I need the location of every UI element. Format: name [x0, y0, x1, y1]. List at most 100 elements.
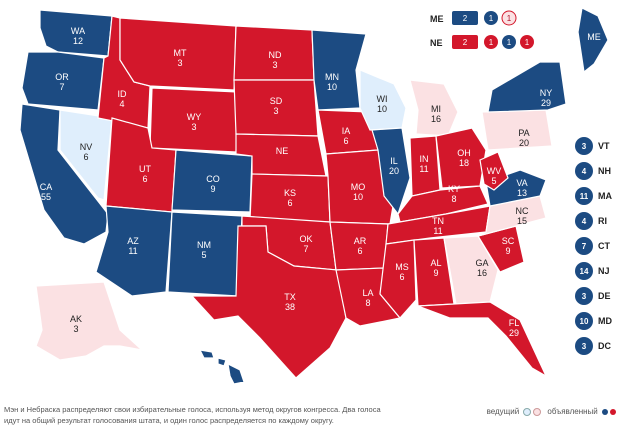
state-ev-ms: 6 [399, 272, 404, 282]
state-ev-ar: 6 [357, 246, 362, 256]
district-chip-text-ne-1: 1 [489, 38, 494, 47]
state-ev-ks: 6 [287, 198, 292, 208]
state-tx[interactable] [190, 225, 347, 379]
east-state-abbr-vt: VT [598, 141, 610, 151]
legend: ведущий объявленный [487, 407, 616, 416]
state-ak[interactable] [35, 281, 144, 361]
east-state-abbr-ma: MA [598, 191, 612, 201]
east-state-abbr-nj: NJ [598, 266, 610, 276]
state-abbr-ny: NY [540, 88, 553, 98]
state-abbr-in: IN [420, 154, 429, 164]
legend-dot-lean-dem [523, 407, 532, 416]
district-chip-text-ne-2: 1 [507, 38, 512, 47]
state-mn[interactable] [311, 29, 367, 111]
state-abbr-me: ME [587, 32, 601, 42]
states-layer [19, 7, 609, 385]
east-state-ev-ri: 4 [582, 217, 587, 226]
state-ga[interactable] [443, 235, 499, 305]
east-states-panel: 3 VT 4 NH 11 MA 4 RI 7 CT 14 NJ 3 DE 10 MD 3 DC [575, 137, 612, 355]
state-ev-in: 11 [419, 164, 428, 174]
state-ev-nv: 6 [83, 152, 88, 162]
state-ev-tn: 11 [433, 226, 442, 236]
east-state-abbr-de: DE [598, 291, 611, 301]
state-abbr-id: ID [118, 89, 128, 99]
state-abbr-mo: MO [351, 182, 366, 192]
east-state-ev-vt: 3 [582, 142, 587, 151]
state-abbr-wy: WY [187, 112, 202, 122]
east-state-abbr-ct: CT [598, 241, 610, 251]
district-chip-text-me-0: 2 [463, 14, 468, 23]
state-ev-wv: 5 [491, 176, 496, 186]
state-abbr-nd: ND [269, 50, 282, 60]
district-chip-text-ne-3: 1 [525, 38, 530, 47]
state-abbr-nv: NV [80, 142, 93, 152]
state-ev-al: 9 [433, 268, 438, 278]
state-ev-sc: 9 [505, 246, 510, 256]
east-state-abbr-nh: NH [598, 166, 611, 176]
state-abbr-or: OR [55, 72, 69, 82]
state-abbr-oh: OH [457, 148, 471, 158]
state-ev-tx: 38 [285, 302, 295, 312]
east-state-dot-ct[interactable] [575, 237, 593, 255]
east-state-ev-nj: 14 [580, 267, 589, 276]
district-chip-ne-1 [484, 35, 498, 49]
state-abbr-tn: TN [432, 216, 444, 226]
district-chip-ne-0 [452, 35, 478, 49]
state-abbr-az: AZ [127, 236, 139, 246]
state-or[interactable] [21, 51, 105, 111]
state-ca[interactable] [19, 103, 109, 245]
state-pa[interactable] [481, 109, 553, 151]
state-abbr-wv: WV [487, 166, 502, 176]
district-chip-me-1 [484, 11, 498, 25]
district-chip-text-me-2: 1 [507, 14, 512, 23]
east-state-ev-dc: 3 [582, 342, 587, 351]
state-ev-pa: 20 [519, 138, 529, 148]
state-fl[interactable] [417, 301, 548, 378]
state-ev-hi: 4 [211, 372, 216, 382]
state-abbr-ky: KY [448, 184, 460, 194]
east-state-dot-ri[interactable] [575, 212, 593, 230]
state-hi[interactable] [198, 349, 245, 385]
east-state-dot-vt[interactable] [575, 137, 593, 155]
state-ev-ia: 6 [343, 136, 348, 146]
east-state-dot-de[interactable] [575, 287, 593, 305]
district-chip-text-me-1: 1 [489, 14, 494, 23]
state-abbr-ia: IA [342, 126, 351, 136]
state-ms[interactable] [379, 239, 417, 319]
state-ny[interactable] [487, 61, 567, 113]
state-abbr-la: LA [362, 288, 373, 298]
state-ev-az: 11 [128, 246, 137, 256]
state-ev-va: 13 [517, 188, 527, 198]
state-abbr-sd: SD [270, 96, 283, 106]
state-ev-co: 9 [210, 184, 215, 194]
state-abbr-wa: WA [71, 26, 85, 36]
state-ev-wa: 12 [73, 36, 83, 46]
state-ev-fl: 29 [509, 328, 519, 338]
state-ev-ak: 3 [73, 324, 78, 334]
state-ev-sd: 3 [273, 106, 278, 116]
footnote: Мэн и Небраска распределяют свои избират… [4, 405, 381, 425]
east-state-dot-nj[interactable] [575, 262, 593, 280]
east-state-dot-nh[interactable] [575, 162, 593, 180]
state-abbr-ne: NE [276, 146, 289, 156]
state-wv[interactable] [479, 151, 509, 191]
legend-leading: ведущий [487, 407, 542, 416]
state-abbr-hi: HI [210, 362, 219, 372]
east-state-ev-ct: 7 [582, 242, 587, 251]
east-state-dot-md[interactable] [575, 312, 593, 330]
state-abbr-ks: KS [284, 188, 296, 198]
state-ev-ky: 8 [451, 194, 456, 204]
district-chip-me-2 [501, 10, 517, 26]
state-ev-nm: 5 [201, 250, 206, 260]
state-abbr-sc: SC [502, 236, 515, 246]
state-abbr-nm: NM [197, 240, 211, 250]
east-state-dot-ma[interactable] [575, 187, 593, 205]
state-me[interactable] [577, 7, 609, 74]
east-state-abbr-ri: RI [598, 216, 607, 226]
district-row-label-me: ME [430, 14, 444, 24]
state-ev-wy: 3 [191, 122, 196, 132]
east-state-dot-dc[interactable] [575, 337, 593, 355]
state-abbr-pa: PA [518, 128, 529, 138]
state-ev-nc: 15 [517, 216, 527, 226]
